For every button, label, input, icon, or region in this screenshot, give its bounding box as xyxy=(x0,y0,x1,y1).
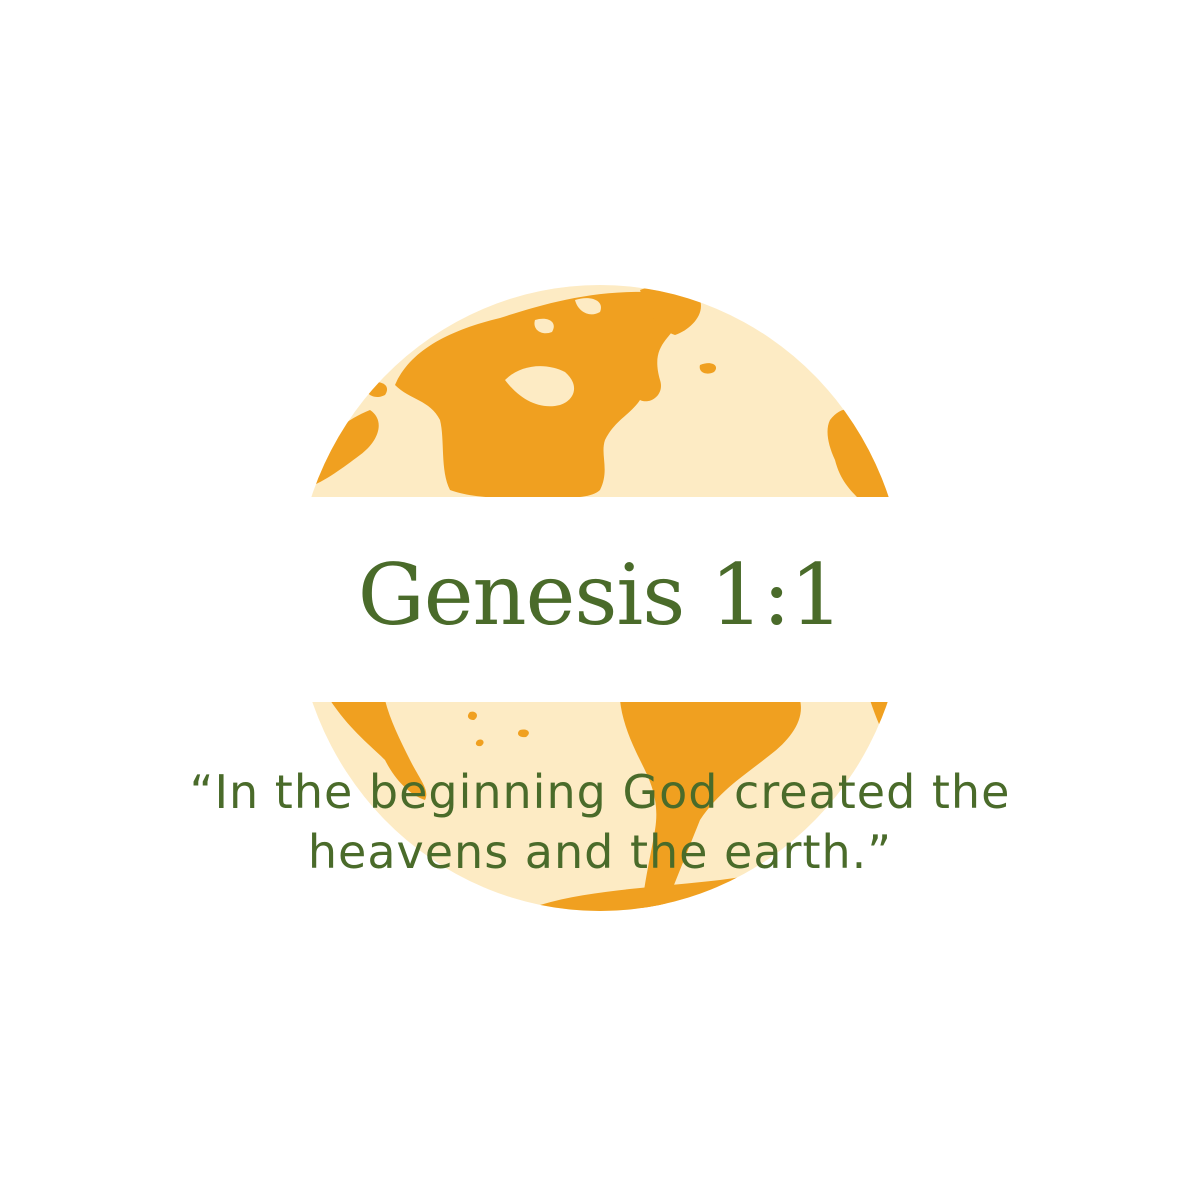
continent-greenland xyxy=(640,285,701,335)
title-band xyxy=(280,497,920,702)
continent-central-america xyxy=(330,700,427,800)
continent-south-america xyxy=(620,700,801,911)
verse-reference: Genesis 1:1 xyxy=(357,546,844,644)
verse-quote-line-2: heavens and the earth.” xyxy=(307,825,893,879)
verse-quote: “In the beginning God created the heaven… xyxy=(100,762,1100,882)
verse-quote-line-1: “In the beginning God created the xyxy=(189,765,1011,819)
